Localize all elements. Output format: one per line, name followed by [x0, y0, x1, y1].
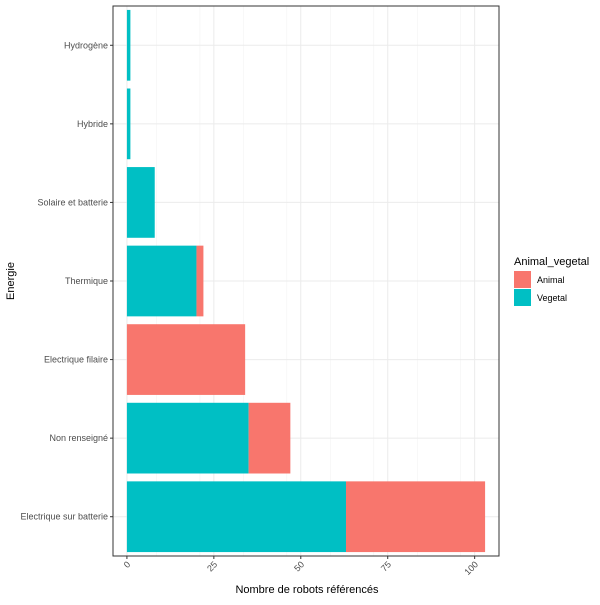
- y-tick-label: Hybride: [77, 119, 108, 129]
- legend-label: Vegetal: [537, 293, 567, 303]
- y-tick-label: Electrique filaire: [44, 355, 108, 365]
- y-tick-labels: Electrique sur batterie Non renseigné Elec…: [20, 40, 113, 522]
- legend-key-vegetal: [514, 289, 531, 306]
- x-tick-label: 0: [122, 559, 133, 570]
- legend-key-animal: [514, 271, 531, 288]
- legend: Animal_vegetal Animal Vegetal: [514, 256, 589, 306]
- y-tick-label: Hydrogène: [64, 40, 108, 50]
- bar-animal: [345, 481, 486, 553]
- y-tick-label: Non renseigné: [49, 433, 108, 443]
- y-tick-label: Solaire et batterie: [37, 197, 108, 207]
- bar-vegetal: [126, 88, 131, 160]
- bar-vegetal: [126, 9, 131, 81]
- bar-vegetal: [126, 245, 197, 317]
- bar-animal: [126, 324, 246, 395]
- grid-layer: [112, 6, 499, 556]
- legend-title: Animal_vegetal: [514, 256, 589, 268]
- x-tick-label: 100: [462, 559, 480, 577]
- bar-vegetal: [126, 402, 249, 474]
- x-tick-label: 50: [292, 559, 306, 573]
- y-axis-title: Energie: [5, 262, 17, 300]
- legend-label: Animal: [537, 275, 565, 285]
- x-tick-label: 25: [205, 559, 219, 573]
- bar-vegetal: [126, 167, 155, 238]
- x-axis-title: Nombre de robots référencés: [235, 584, 379, 596]
- x-tick-labels: 0 25 50 75 100: [122, 556, 480, 577]
- bars-layer: [126, 9, 486, 553]
- bar-vegetal: [126, 481, 346, 553]
- bar-animal: [196, 245, 204, 317]
- y-tick-label: Electrique sur batterie: [20, 512, 108, 522]
- x-tick-label: 75: [379, 559, 393, 573]
- bar-animal: [248, 402, 291, 474]
- y-tick-label: Thermique: [65, 276, 108, 286]
